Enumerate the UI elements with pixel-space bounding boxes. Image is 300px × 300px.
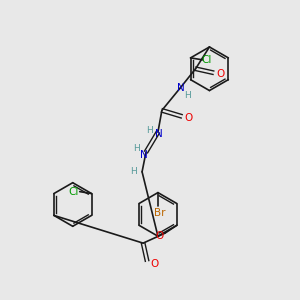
Text: H: H xyxy=(147,126,153,135)
Text: H: H xyxy=(184,91,191,100)
Text: O: O xyxy=(216,69,224,79)
Text: N: N xyxy=(140,150,148,160)
Text: O: O xyxy=(184,113,193,123)
Text: N: N xyxy=(177,82,184,93)
Text: Br: Br xyxy=(154,208,166,218)
Text: Cl: Cl xyxy=(201,55,212,65)
Text: H: H xyxy=(130,167,136,176)
Text: O: O xyxy=(150,259,158,269)
Text: O: O xyxy=(156,231,164,241)
Text: H: H xyxy=(133,143,140,152)
Text: Cl: Cl xyxy=(69,187,79,196)
Text: N: N xyxy=(155,129,163,139)
